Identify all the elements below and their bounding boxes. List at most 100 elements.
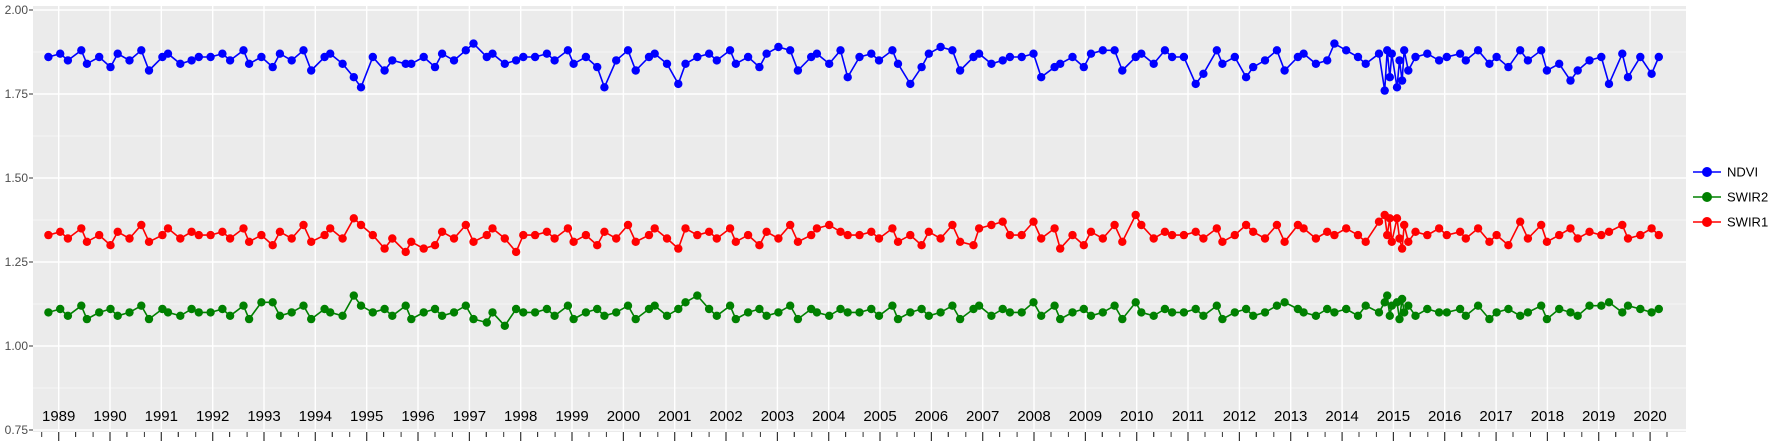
data-point-SWIR2	[1400, 308, 1409, 317]
data-point-SWIR1	[275, 227, 285, 236]
data-point-SWIR1	[77, 224, 86, 233]
data-point-NDVI	[299, 46, 308, 55]
data-point-SWIR1	[786, 220, 795, 230]
data-point-SWIR2	[163, 308, 173, 317]
data-point-SWIR2	[239, 301, 248, 310]
data-point-SWIR2	[1411, 311, 1420, 320]
data-point-SWIR1	[1455, 227, 1465, 236]
data-point-SWIR2	[1654, 304, 1664, 314]
data-point-NDVI	[743, 52, 753, 62]
y-tick-label: 1.75	[5, 87, 29, 101]
data-point-NDVI	[1068, 52, 1077, 62]
data-point-SWIR1	[743, 230, 753, 240]
data-point-NDVI	[268, 62, 277, 72]
data-point-SWIR2	[268, 298, 277, 307]
data-point-SWIR1	[674, 244, 683, 253]
data-point-SWIR1	[612, 234, 621, 243]
x-tick-label: 2015	[1377, 408, 1410, 425]
data-point-NDVI	[906, 79, 915, 89]
data-point-SWIR2	[461, 301, 470, 310]
data-point-SWIR1	[998, 217, 1007, 226]
data-point-SWIR1	[731, 237, 740, 246]
data-point-SWIR2	[257, 298, 266, 307]
data-point-SWIR1	[380, 244, 389, 253]
data-point-SWIR2	[1361, 301, 1370, 310]
data-point-SWIR1	[1005, 230, 1015, 240]
data-point-NDVI	[1330, 39, 1339, 48]
data-point-SWIR1	[1137, 220, 1146, 230]
data-point-SWIR2	[1342, 304, 1351, 314]
data-point-SWIR1	[569, 237, 578, 246]
x-tick-label: 2006	[915, 408, 948, 425]
data-point-NDVI	[449, 56, 459, 65]
data-point-SWIR2	[1492, 308, 1501, 317]
data-point-SWIR2	[1397, 294, 1407, 304]
data-point-SWIR2	[623, 301, 633, 310]
data-point-SWIR1	[1330, 230, 1339, 240]
data-point-NDVI	[488, 49, 497, 58]
x-tick-label: 2008	[1017, 408, 1050, 425]
data-point-NDVI	[469, 39, 478, 48]
data-point-SWIR1	[158, 230, 167, 240]
data-point-NDVI	[1199, 69, 1208, 79]
data-point-SWIR1	[1110, 220, 1119, 230]
series-SWIR1	[44, 210, 1664, 257]
data-point-NDVI	[569, 59, 578, 68]
data-point-NDVI	[1079, 62, 1089, 72]
data-point-SWIR1	[1542, 237, 1552, 246]
data-point-NDVI	[1212, 46, 1222, 55]
data-point-SWIR1	[1037, 234, 1046, 243]
data-point-NDVI	[1353, 52, 1363, 62]
data-point-NDVI	[194, 52, 203, 62]
data-point-SWIR2	[1374, 308, 1384, 317]
data-point-SWIR2	[1050, 301, 1059, 310]
data-point-NDVI	[206, 52, 215, 62]
data-point-NDVI	[1230, 52, 1240, 62]
data-point-NDVI	[1272, 46, 1282, 55]
data-point-SWIR1	[461, 220, 470, 230]
data-point-SWIR2	[1383, 291, 1392, 300]
data-point-SWIR1	[125, 234, 134, 243]
data-point-SWIR2	[176, 311, 185, 320]
data-point-SWIR2	[725, 301, 735, 310]
data-point-SWIR1	[1492, 230, 1501, 240]
data-point-SWIR1	[1523, 234, 1533, 243]
data-point-SWIR1	[469, 237, 478, 246]
data-point-NDVI	[326, 49, 335, 58]
data-point-NDVI	[144, 66, 154, 75]
data-point-SWIR2	[1566, 308, 1575, 317]
data-point-SWIR1	[388, 234, 397, 243]
data-point-NDVI	[924, 49, 933, 58]
data-point-NDVI	[1137, 49, 1146, 58]
data-point-NDVI	[1585, 56, 1594, 65]
data-point-SWIR2	[1542, 314, 1552, 324]
data-point-SWIR2	[569, 314, 578, 324]
data-point-NDVI	[1397, 76, 1407, 85]
data-point-SWIR1	[1160, 227, 1170, 236]
data-point-SWIR1	[662, 234, 672, 243]
data-point-NDVI	[1455, 49, 1465, 58]
data-point-SWIR2	[955, 314, 965, 324]
data-point-SWIR1	[936, 234, 945, 243]
data-point-SWIR1	[1098, 234, 1108, 243]
legend-item-NDVI: NDVI	[1693, 165, 1758, 180]
data-point-SWIR1	[176, 234, 185, 243]
data-point-SWIR2	[1017, 308, 1026, 317]
x-tick-label: 2014	[1325, 408, 1358, 425]
data-point-NDVI	[244, 59, 254, 68]
data-point-SWIR2	[755, 304, 764, 314]
data-point-NDVI	[998, 56, 1007, 65]
data-point-SWIR2	[1005, 308, 1015, 317]
data-point-SWIR1	[1442, 230, 1452, 240]
data-point-SWIR1	[1272, 220, 1282, 230]
x-tick-label: 2011	[1172, 408, 1204, 425]
data-point-SWIR1	[307, 237, 316, 246]
data-point-NDVI	[612, 56, 621, 65]
data-point-SWIR1	[1555, 230, 1564, 240]
data-point-NDVI	[623, 46, 633, 55]
data-point-SWIR2	[855, 308, 864, 317]
data-point-SWIR2	[1037, 311, 1046, 320]
data-point-NDVI	[974, 49, 984, 58]
data-point-SWIR1	[955, 237, 965, 246]
data-point-NDVI	[1400, 46, 1409, 55]
